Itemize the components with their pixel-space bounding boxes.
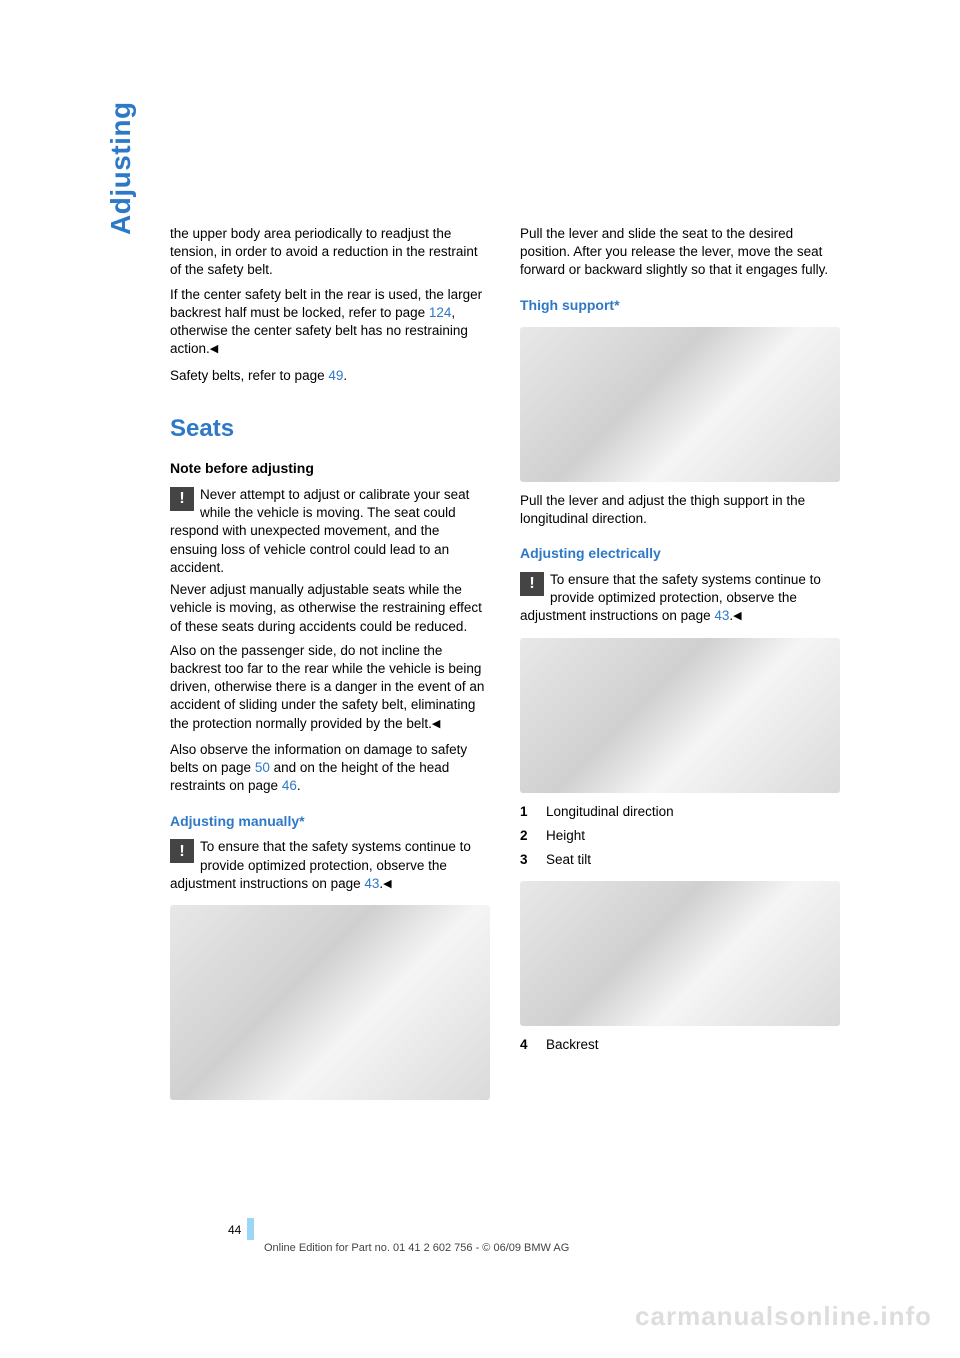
page-ref-link[interactable]: 50 [255,760,270,775]
body-paragraph: Also on the passenger side, do not incli… [170,642,490,733]
list-item: 3 Seat tilt [520,851,840,869]
list-item: 2 Height [520,827,840,845]
subsection-heading: Note before adjusting [170,459,490,478]
section-heading: Seats [170,413,490,445]
body-paragraph: If the center safety belt in the rear is… [170,286,490,359]
list-number: 3 [520,851,532,869]
warning-icon: ! [170,839,194,863]
warning-icon: ! [520,572,544,596]
list-number: 4 [520,1036,532,1054]
list-item: 1 Longitudinal direction [520,803,840,821]
body-paragraph: Also observe the information on damage t… [170,741,490,796]
warning-glyph: ! [179,841,184,863]
chapter-side-label: Adjusting [105,101,137,235]
body-text: Pull the lever and adjust the thigh supp… [520,493,805,526]
right-column: Pull the lever and slide the seat to the… [520,225,840,1110]
subsection-heading-blue: Adjusting electrically [520,544,840,563]
body-paragraph: Never adjust manually adjustable seats w… [170,581,490,636]
warning-block: ! To ensure that the safety systems cont… [170,838,490,893]
list-text: Longitudinal direction [546,803,840,821]
body-paragraph: Pull the lever and slide the seat to the… [520,225,840,280]
page-ref-link[interactable]: 43 [364,876,379,891]
end-marker-icon: ◀ [733,610,741,622]
page-ref-link[interactable]: 46 [282,778,297,793]
two-column-layout: the upper body area periodically to read… [170,225,865,1110]
warning-block: ! To ensure that the safety systems cont… [520,571,840,626]
page-ref-link[interactable]: 43 [714,608,729,623]
body-text: . [343,368,347,383]
end-marker-icon: ◀ [383,878,391,890]
body-text: the upper body area periodically to read… [170,226,478,277]
body-text: Safety belts, refer to page [170,368,328,383]
page-number-marker [247,1218,254,1240]
left-column: the upper body area periodically to read… [170,225,490,1110]
subsection-heading-blue: Thigh support* [520,296,840,315]
end-marker-icon: ◀ [210,343,218,355]
body-paragraph: Safety belts, refer to page 49. [170,367,490,385]
page-ref-link[interactable]: 124 [429,305,452,320]
warning-text: Never attempt to adjust or calibrate you… [170,487,469,575]
body-paragraph: Pull the lever and adjust the thigh supp… [520,492,840,528]
body-text: Pull the lever and slide the seat to the… [520,226,828,277]
warning-glyph: ! [529,573,534,595]
warning-text: To ensure that the safety systems contin… [170,839,471,890]
body-paragraph: the upper body area periodically to read… [170,225,490,280]
list-number: 1 [520,803,532,821]
warning-icon: ! [170,487,194,511]
page-number: 44 [228,1223,241,1237]
end-marker-icon: ◀ [432,718,440,730]
body-text: Never adjust manually adjustable seats w… [170,582,482,633]
list-item: 4 Backrest [520,1036,840,1054]
page-ref-link[interactable]: 49 [328,368,343,383]
list-text: Backrest [546,1036,840,1054]
body-text: . [297,778,301,793]
list-text: Height [546,827,840,845]
seat-manual-figure [170,905,490,1100]
subsection-heading-blue: Adjusting manually* [170,812,490,831]
watermark: carmanualsonline.info [635,1301,932,1332]
thigh-support-figure [520,327,840,482]
page-content: the upper body area periodically to read… [105,225,865,1110]
warning-text: To ensure that the safety systems contin… [520,572,821,623]
list-number: 2 [520,827,532,845]
warning-block: ! Never attempt to adjust or calibrate y… [170,486,490,577]
seat-electric-figure-1 [520,638,840,793]
list-text: Seat tilt [546,851,840,869]
footer-copyright: Online Edition for Part no. 01 41 2 602 … [264,1242,569,1254]
seat-electric-figure-2 [520,881,840,1026]
warning-glyph: ! [179,488,184,510]
